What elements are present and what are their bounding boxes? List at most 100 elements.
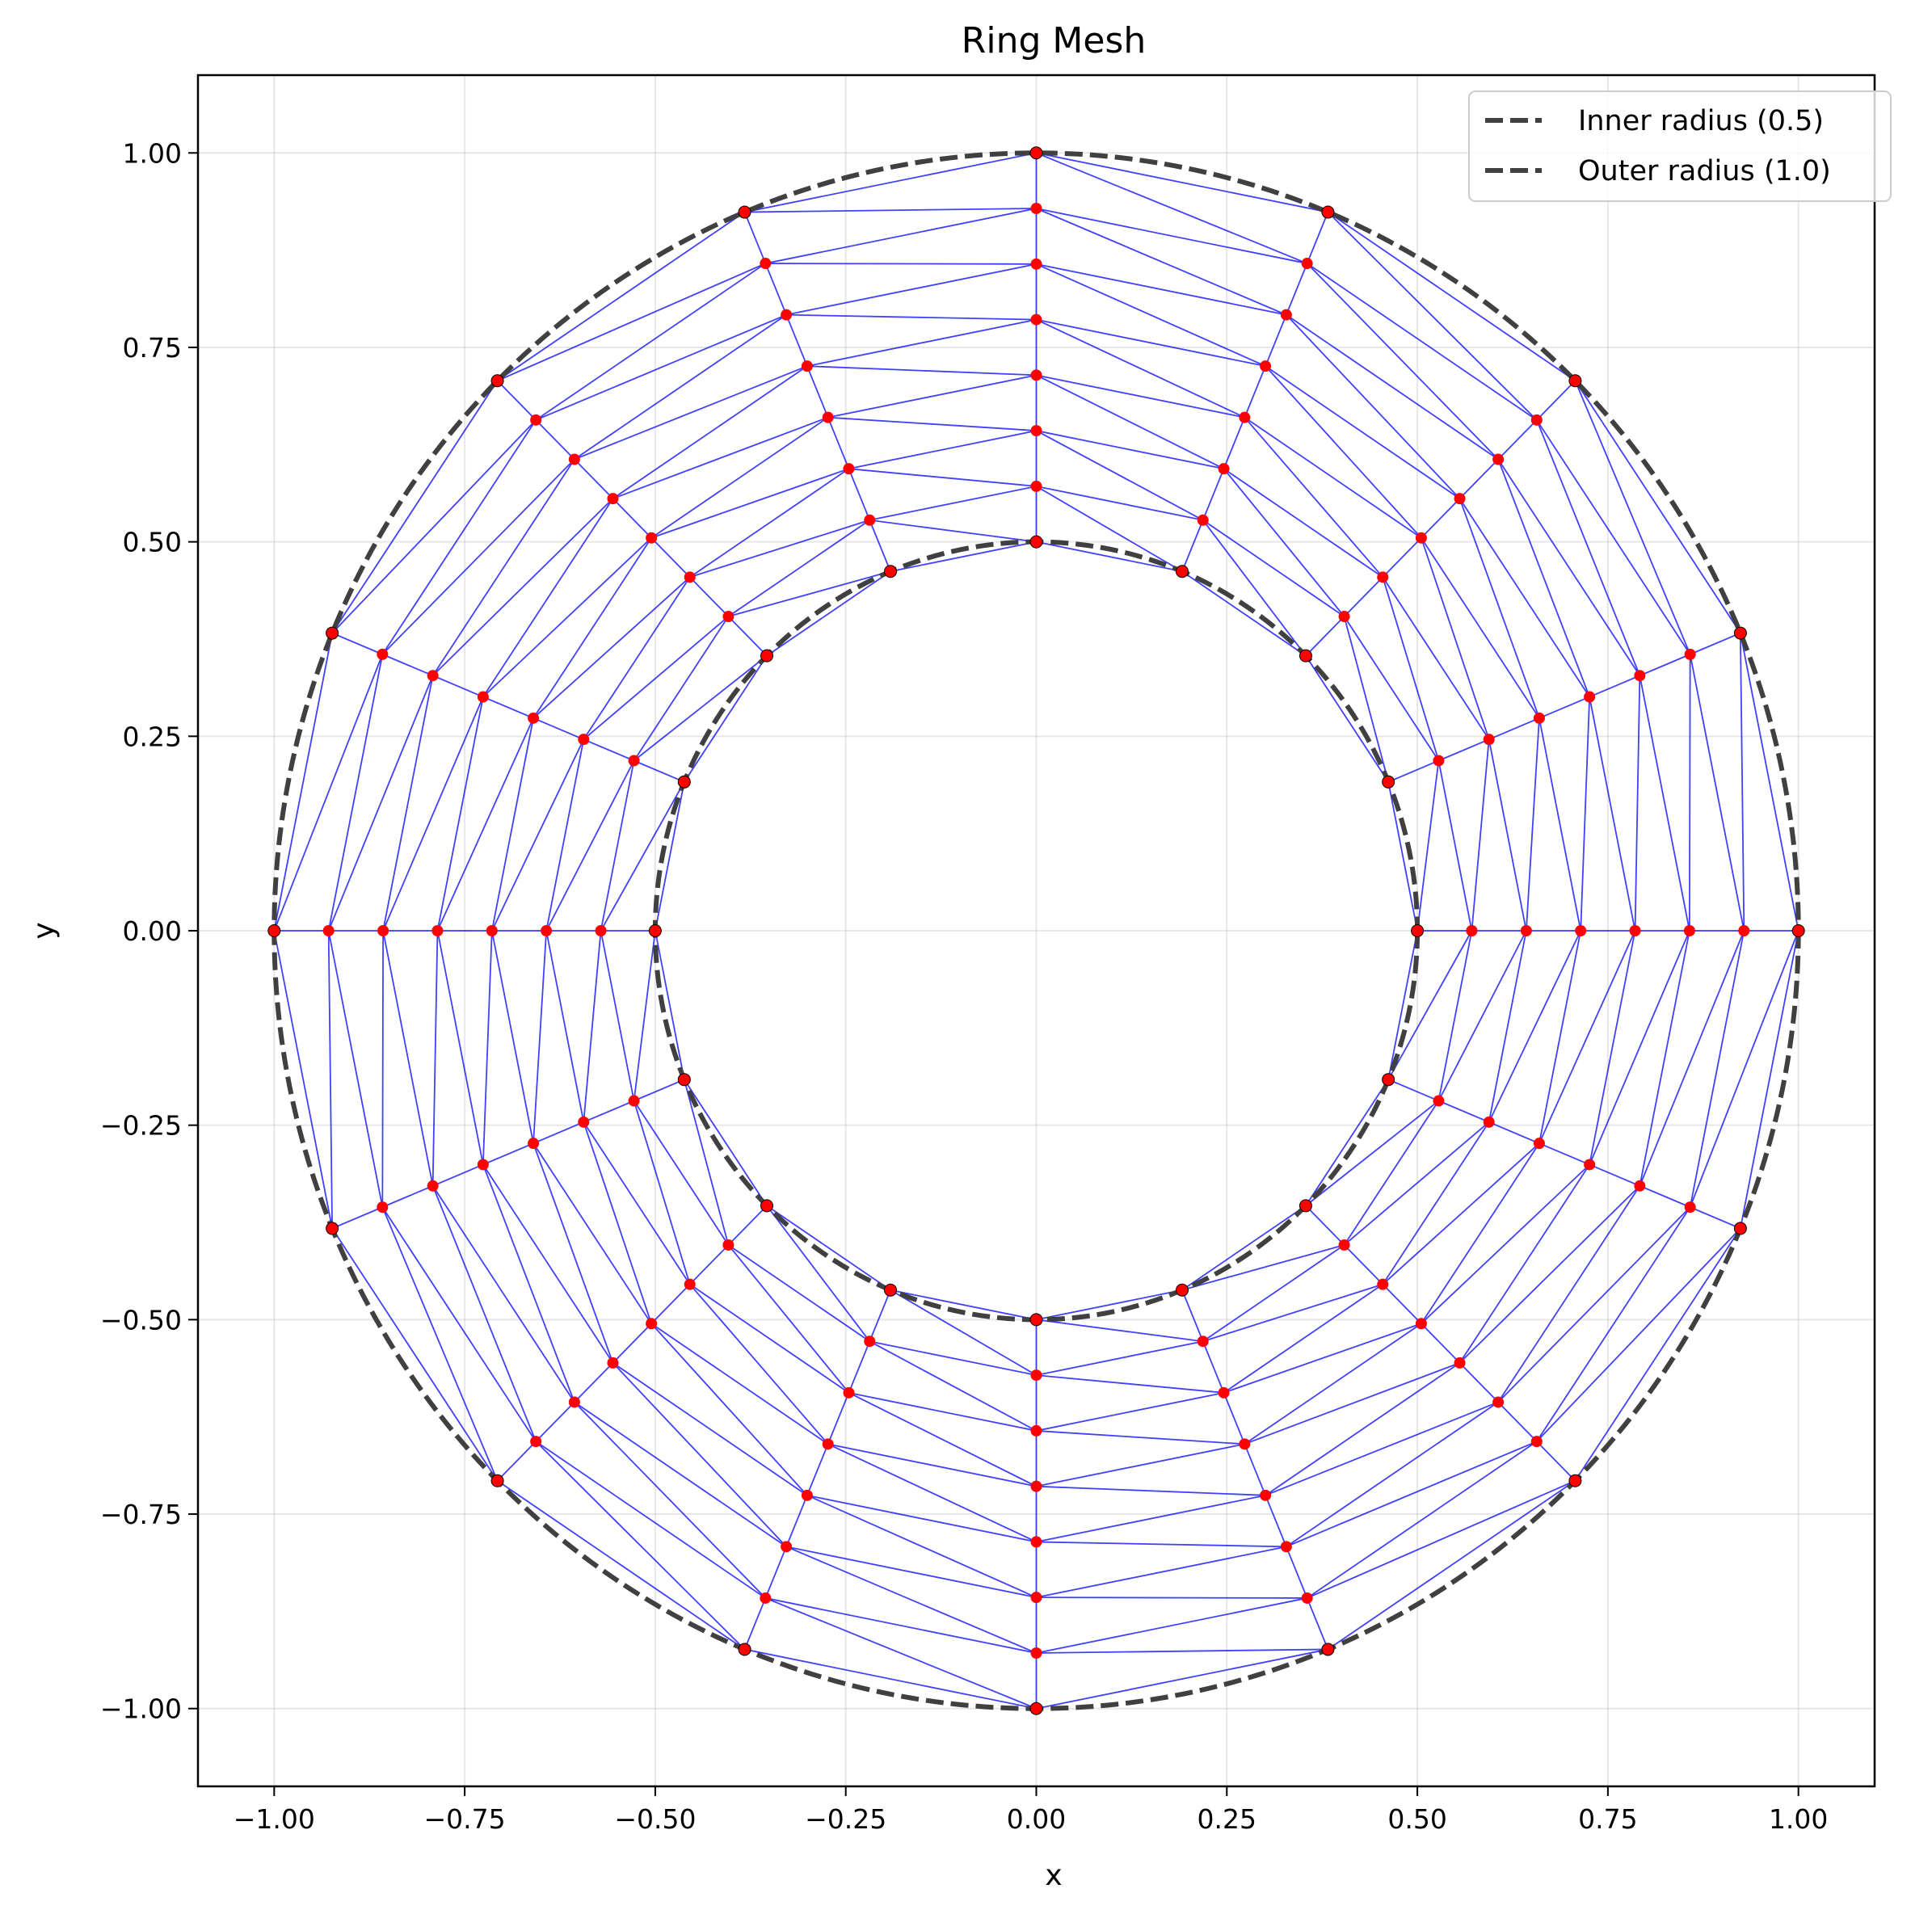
mesh-node xyxy=(1030,1702,1042,1714)
mesh-node xyxy=(491,1474,503,1487)
mesh-edge xyxy=(1036,486,1203,521)
mesh-edge xyxy=(848,468,1037,487)
y-tick-label: 0.50 xyxy=(123,527,182,558)
mesh-edge xyxy=(1202,520,1307,657)
mesh-node xyxy=(760,258,772,270)
mesh-edge xyxy=(1535,419,1641,676)
mesh-edge xyxy=(532,1142,614,1364)
mesh-edge xyxy=(1343,1244,1383,1285)
mesh-edge xyxy=(1202,1340,1225,1394)
mesh-edge xyxy=(650,468,849,539)
mesh-edge xyxy=(1639,1184,1691,1208)
mesh-edge xyxy=(382,696,484,932)
mesh-edge xyxy=(532,1121,584,1144)
mesh-node xyxy=(1575,925,1587,936)
mesh-edge xyxy=(545,738,585,932)
mesh-edge xyxy=(612,365,808,499)
mesh-edge xyxy=(1387,1079,1439,1102)
mesh-node xyxy=(843,1386,855,1399)
mesh-edge xyxy=(1036,1546,1287,1599)
x-axis-ticks: −1.00 −0.75 −0.50 −0.25 0.00 0.25 0.50 0.75 1.00 xyxy=(234,1786,1828,1835)
mesh-node xyxy=(1030,147,1042,159)
mesh-edge xyxy=(1639,675,1690,932)
mesh-edge xyxy=(431,930,439,1186)
mesh-edge xyxy=(1739,633,1745,932)
x-tick-label: 1.00 xyxy=(1769,1803,1828,1835)
mesh-node xyxy=(1383,1074,1395,1086)
mesh-node xyxy=(528,712,540,724)
mesh-edge xyxy=(1536,419,1691,655)
mesh-edge xyxy=(1307,1479,1576,1599)
mesh-edge xyxy=(848,468,871,521)
mesh-edge xyxy=(1497,419,1538,461)
mesh-node xyxy=(761,1200,773,1212)
mesh-edge xyxy=(633,616,730,761)
mesh-edge xyxy=(765,263,1037,265)
mesh-node xyxy=(1197,1336,1209,1348)
mesh-edge xyxy=(848,1392,1037,1487)
mesh-edge xyxy=(1307,1441,1538,1599)
mesh-edge xyxy=(727,520,870,617)
mesh-edge xyxy=(743,1597,767,1650)
mesh-node xyxy=(1030,1480,1042,1492)
y-axis-label: y xyxy=(27,922,61,939)
mesh-node xyxy=(722,611,734,623)
mesh-edge xyxy=(1307,263,1538,421)
mesh-edge xyxy=(1036,318,1266,368)
mesh-edge xyxy=(1538,696,1590,719)
mesh-edge xyxy=(827,374,1037,419)
y-tick-label: −0.25 xyxy=(100,1110,182,1142)
mesh-edge xyxy=(650,537,691,578)
mesh-edge xyxy=(1202,520,1345,617)
mesh-edge xyxy=(1344,1121,1490,1246)
mesh-edge xyxy=(535,1401,575,1442)
mesh-node xyxy=(607,1357,619,1369)
mesh-node xyxy=(1030,536,1042,548)
mesh-edge xyxy=(1244,1362,1460,1445)
mesh-edge xyxy=(1181,570,1307,657)
mesh-edge xyxy=(1488,1121,1540,1144)
mesh-edge xyxy=(482,537,652,698)
mesh-edge xyxy=(786,313,1037,321)
mesh-edge xyxy=(766,1205,891,1291)
mesh-edge xyxy=(273,633,333,932)
mesh-edge xyxy=(1458,1185,1640,1364)
mesh-node xyxy=(684,571,696,583)
mesh-node xyxy=(326,627,339,639)
mesh-edge xyxy=(482,498,614,698)
mesh-node xyxy=(1792,925,1804,936)
mesh-edge xyxy=(1036,318,1245,419)
mesh-edge xyxy=(1286,313,1499,461)
mesh-edge xyxy=(1286,314,1461,499)
mesh-edge xyxy=(683,1079,730,1246)
mesh-edge xyxy=(1458,498,1590,698)
x-tick-label: 0.75 xyxy=(1578,1803,1637,1835)
mesh-node xyxy=(1383,776,1395,788)
mesh-edge xyxy=(806,318,1037,368)
mesh-edge xyxy=(1382,577,1440,761)
mesh-edge xyxy=(612,416,828,499)
mesh-node xyxy=(1483,1116,1495,1128)
mesh-node xyxy=(1239,411,1251,423)
mesh-node xyxy=(1030,1536,1042,1548)
mesh-node xyxy=(1520,925,1532,936)
mesh-edge xyxy=(764,263,787,315)
mesh-node xyxy=(1629,925,1641,936)
mesh-node xyxy=(781,309,793,321)
mesh-node xyxy=(1301,1592,1313,1604)
legend-box xyxy=(1468,90,1892,202)
legend-label-outer: Outer radius (1.0) xyxy=(1578,155,1831,187)
mesh-edge xyxy=(727,616,768,657)
mesh-edge xyxy=(436,696,484,932)
mesh-edge xyxy=(327,654,384,932)
mesh-edge xyxy=(1036,1443,1245,1487)
mesh-edge xyxy=(1488,930,1582,1123)
mesh-node xyxy=(761,650,773,662)
mesh-edge xyxy=(1387,930,1473,1080)
mesh-edge xyxy=(331,1206,383,1230)
mesh-edge xyxy=(583,1121,652,1324)
mesh-edge xyxy=(785,1495,808,1547)
mesh-node xyxy=(486,925,498,936)
mesh-edge xyxy=(273,930,333,1229)
